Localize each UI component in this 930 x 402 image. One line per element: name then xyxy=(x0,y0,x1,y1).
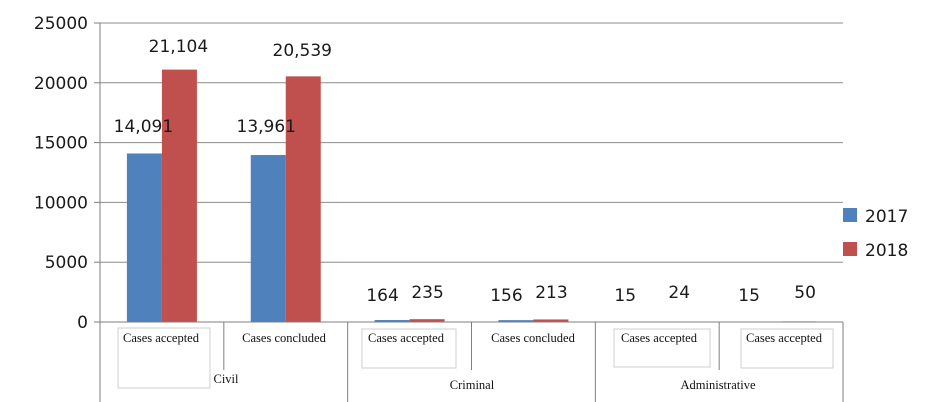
data-label-2018-2: 235 xyxy=(411,283,443,303)
data-label-2018-3: 213 xyxy=(535,283,567,303)
legend-label-2018: 2018 xyxy=(865,241,908,261)
category-label-box xyxy=(613,328,711,368)
gridlines xyxy=(100,22,843,263)
data-label-2017-1: 13,961 xyxy=(237,117,296,137)
data-label-2017-4: 15 xyxy=(614,286,636,306)
bar-2017-1 xyxy=(250,155,286,322)
bar-2018-2 xyxy=(409,319,445,322)
legend-swatch-2018 xyxy=(843,242,857,256)
group-label-1: Criminal xyxy=(450,378,495,392)
group-label-2: Administrative xyxy=(681,378,756,392)
y-tick-label: 15000 xyxy=(34,134,88,154)
data-label-2017-3: 156 xyxy=(490,286,522,306)
y-tick-label: 10000 xyxy=(34,193,88,213)
category-label-3: Cases concluded xyxy=(491,331,575,345)
group-label-0: Civil xyxy=(213,372,239,386)
category-label-5: Cases accepted xyxy=(746,331,823,345)
legend-label-2017: 2017 xyxy=(865,207,908,227)
data-label-2018-4: 24 xyxy=(668,283,690,303)
bar-2018-3 xyxy=(533,319,569,322)
data-label-2017-0: 14,091 xyxy=(114,117,173,137)
legend-swatch-2017 xyxy=(843,208,857,222)
bar-2017-0 xyxy=(126,153,162,322)
bars xyxy=(126,69,817,322)
category-label-box xyxy=(361,328,457,369)
y-tick-label: 5000 xyxy=(45,253,88,273)
category-label-2: Cases accepted xyxy=(368,331,445,345)
y-axis: 0 5000 10000 15000 20000 25000 xyxy=(34,14,101,333)
y-tick-label: 0 xyxy=(77,313,88,333)
category-label-4: Cases accepted xyxy=(621,331,698,345)
data-label-2017-2: 164 xyxy=(366,286,398,306)
category-label-box xyxy=(117,327,211,389)
data-label-2018-1: 20,539 xyxy=(273,41,332,61)
legend: 2017 2018 xyxy=(843,207,908,261)
bar-2018-1 xyxy=(285,76,321,322)
y-tick-label: 25000 xyxy=(34,14,88,34)
data-label-2018-0: 21,104 xyxy=(149,37,208,57)
data-label-2017-5: 15 xyxy=(738,286,760,306)
data-label-2018-5: 50 xyxy=(794,283,816,303)
bar-2017-3 xyxy=(498,320,534,322)
y-tick-label: 20000 xyxy=(34,74,88,94)
bar-2017-2 xyxy=(374,320,410,322)
x-axis: Cases accepted Cases concluded Cases accep… xyxy=(94,321,844,402)
category-label-0: Cases accepted xyxy=(123,331,200,345)
category-label-1: Cases concluded xyxy=(242,331,326,345)
bar-2018-0 xyxy=(161,69,197,322)
category-label-box xyxy=(740,328,834,369)
data-labels: 14,091 13,961 164 156 15 15 21,104 20,539 235 213… xyxy=(114,37,816,306)
